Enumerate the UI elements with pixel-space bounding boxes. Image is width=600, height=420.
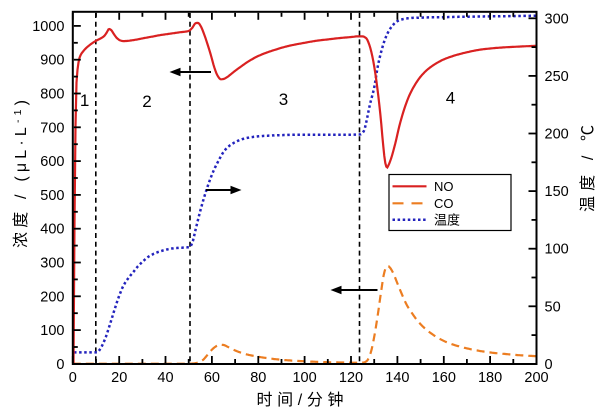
- svg-text:900: 900: [40, 53, 64, 69]
- svg-text:300: 300: [545, 11, 569, 27]
- svg-text:3: 3: [279, 90, 288, 109]
- svg-text:20: 20: [111, 370, 127, 386]
- svg-text:250: 250: [545, 69, 569, 85]
- svg-text:120: 120: [339, 370, 363, 386]
- svg-text:1000: 1000: [32, 19, 64, 35]
- svg-text:温度: 温度: [434, 213, 460, 228]
- svg-text:100: 100: [40, 323, 64, 339]
- svg-text:100: 100: [292, 370, 316, 386]
- svg-text:2: 2: [142, 92, 151, 111]
- svg-text:400: 400: [40, 222, 64, 238]
- svg-text:4: 4: [446, 89, 455, 108]
- svg-text:温度 / ℃: 温度 / ℃: [579, 125, 597, 212]
- svg-text:1: 1: [80, 91, 89, 110]
- svg-text:200: 200: [524, 370, 548, 386]
- svg-text:500: 500: [40, 188, 64, 204]
- svg-text:NO: NO: [434, 179, 454, 194]
- svg-text:300: 300: [40, 256, 64, 272]
- svg-text:0: 0: [545, 357, 553, 373]
- svg-text:600: 600: [40, 154, 64, 170]
- svg-text:140: 140: [385, 370, 409, 386]
- svg-text:0: 0: [56, 357, 64, 373]
- svg-text:50: 50: [545, 299, 561, 315]
- svg-text:100: 100: [545, 242, 569, 258]
- svg-text:0: 0: [69, 370, 77, 386]
- svg-text:60: 60: [204, 370, 220, 386]
- svg-text:180: 180: [478, 370, 502, 386]
- svg-text:时间/分钟: 时间/分钟: [257, 391, 344, 409]
- svg-text:700: 700: [40, 120, 64, 136]
- svg-text:200: 200: [545, 127, 569, 143]
- svg-text:80: 80: [250, 370, 266, 386]
- svg-text:160: 160: [432, 370, 456, 386]
- svg-text:800: 800: [40, 87, 64, 103]
- svg-text:CO: CO: [434, 196, 454, 211]
- svg-text:40: 40: [157, 370, 173, 386]
- svg-text:200: 200: [40, 289, 64, 305]
- svg-text:150: 150: [545, 184, 569, 200]
